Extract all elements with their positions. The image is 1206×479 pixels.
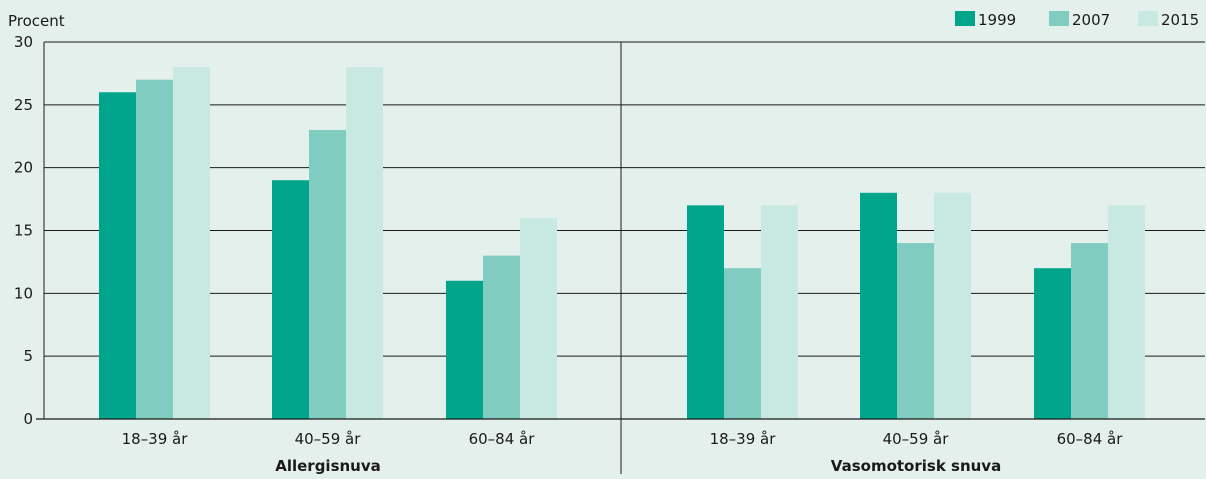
legend[interactable]: 1999 2007 2015 <box>955 11 1199 29</box>
bar-1999 <box>446 280 483 419</box>
y-tick-label: 20 <box>14 159 33 177</box>
legend-label: 2007 <box>1072 11 1110 29</box>
category-labels: 18–39 år 40–59 år 60–84 år Allergisnuva 18–3… <box>122 430 1124 475</box>
gridlines <box>44 41 1205 357</box>
legend-swatch <box>955 11 975 26</box>
group-label: Vasomotorisk snuva <box>831 457 1001 475</box>
y-axis-label: Procent <box>8 12 65 30</box>
bar-2015 <box>346 67 383 419</box>
bar-2015 <box>934 192 971 419</box>
bar-2015 <box>520 217 557 419</box>
bar-2007 <box>1071 243 1108 419</box>
legend-item-2015[interactable]: 2015 <box>1138 11 1199 29</box>
y-tick-label: 5 <box>23 347 33 365</box>
bar-1999 <box>860 192 897 419</box>
x-tick-label: 60–84 år <box>469 430 536 448</box>
y-tick-labels: 0 5 10 15 20 25 30 <box>14 33 33 428</box>
bar-2007 <box>136 79 173 419</box>
legend-item-2007[interactable]: 2007 <box>1049 11 1110 29</box>
legend-label: 2015 <box>1161 11 1199 29</box>
x-tick-label: 40–59 år <box>295 430 362 448</box>
y-tick-label: 25 <box>14 96 33 114</box>
bar-1999 <box>272 180 309 419</box>
y-tick-label: 0 <box>23 410 33 428</box>
y-tick-label: 15 <box>14 222 33 240</box>
axes <box>36 42 1205 474</box>
x-tick-label: 18–39 år <box>710 430 777 448</box>
x-tick-label: 40–59 år <box>883 430 950 448</box>
bar-2015 <box>1108 205 1145 419</box>
bar-2007 <box>309 129 346 419</box>
legend-swatch <box>1049 11 1069 26</box>
y-tick-label: 30 <box>14 33 33 51</box>
x-tick-label: 60–84 år <box>1057 430 1124 448</box>
bar-2015 <box>761 205 798 419</box>
bar-2007 <box>724 268 761 419</box>
bar-2007 <box>897 243 934 419</box>
legend-swatch <box>1138 11 1158 26</box>
group-label: Allergisnuva <box>275 457 381 475</box>
bar-2015 <box>173 67 210 419</box>
legend-item-1999[interactable]: 1999 <box>955 11 1016 29</box>
bar-2007 <box>483 255 520 419</box>
bars <box>99 67 1145 420</box>
bar-1999 <box>687 205 724 419</box>
y-tick-label: 10 <box>14 284 33 302</box>
x-tick-label: 18–39 år <box>122 430 189 448</box>
bar-1999 <box>99 92 136 420</box>
bar-1999 <box>1034 268 1071 419</box>
legend-label: 1999 <box>978 11 1016 29</box>
